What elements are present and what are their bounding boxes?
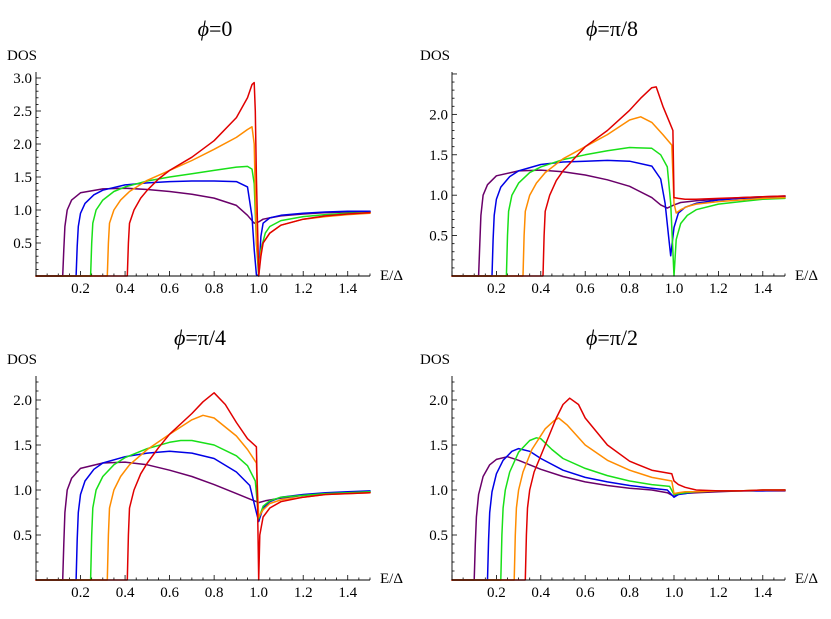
curves (35, 81, 371, 277)
x-tick-label: 1.0 (665, 281, 684, 297)
x-tick-label: 1.2 (294, 585, 313, 601)
y-tick-label: 0.5 (13, 528, 32, 544)
y-tick-label: 2.0 (429, 107, 448, 123)
curve-orange (451, 116, 786, 277)
x-tick-label: 0.8 (205, 281, 224, 297)
y-axis-label: DOS (420, 352, 450, 368)
curve-green (451, 146, 786, 277)
y-axis-label: DOS (420, 48, 450, 64)
x-tick-label: 0.4 (531, 585, 550, 601)
curves (451, 397, 786, 581)
x-tick-label: 1.0 (665, 585, 684, 601)
x-tick-label: 0.8 (620, 585, 639, 601)
x-axis-label: E/Δ (380, 268, 403, 284)
curve-orange (451, 417, 786, 581)
y-tick-label: 1.0 (13, 203, 32, 219)
x-tick-label: 1.4 (338, 585, 357, 601)
curve-green (451, 437, 786, 581)
y-tick-label: 2.0 (429, 393, 448, 409)
y-tick-label: 1.5 (429, 438, 448, 454)
curve-green (35, 439, 371, 581)
x-tick-label: 1.2 (294, 281, 313, 297)
y-tick-label: 0.5 (429, 528, 448, 544)
chart-title: ϕ=π/2 (586, 325, 638, 350)
y-tick-label: 0.5 (13, 236, 32, 252)
curve-blue (35, 450, 371, 581)
curve-red (451, 86, 786, 277)
y-tick-label: 1.5 (429, 148, 448, 164)
y-axis-label: DOS (7, 352, 37, 368)
chart-title: ϕ=π/4 (174, 325, 226, 350)
curve-violet (451, 169, 786, 277)
x-tick-label: 0.2 (487, 281, 506, 297)
y-tick-label: 1.0 (13, 483, 32, 499)
curve-orange (35, 414, 371, 581)
tick-labels: 0.2 0.4 0.6 0.8 1.0 1.2 1.4 0.5 1.0 1.5 2.0 (13, 393, 357, 601)
x-tick-label: 1.2 (709, 585, 728, 601)
y-tick-label: 1.0 (429, 483, 448, 499)
tick-labels: 0.2 0.4 0.6 0.8 1.0 1.2 1.4 0.5 1.0 1.5 2.0 2.5 3.0 (13, 71, 357, 297)
y-tick-label: 3.0 (13, 71, 32, 87)
curve-blue (451, 159, 786, 277)
curve-green (35, 165, 371, 277)
x-tick-label: 0.6 (576, 585, 595, 601)
curve-violet (451, 455, 786, 581)
x-tick-label: 0.8 (205, 585, 224, 601)
y-tick-label: 2.0 (13, 393, 32, 409)
x-tick-label: 1.0 (249, 281, 268, 297)
tick-marks (35, 77, 371, 276)
curves (35, 392, 371, 581)
curve-red (35, 81, 371, 277)
panel-phi-pi-8: ϕ=π/8 DOS E/Δ 0.2 0.4 0.6 0.8 1.0 1.2 1.4 0.5 1.… (420, 16, 818, 297)
x-tick-label: 1.4 (753, 281, 772, 297)
x-tick-label: 0.6 (160, 281, 179, 297)
x-tick-label: 1.4 (338, 281, 357, 297)
curve-red (35, 392, 371, 581)
x-tick-label: 0.4 (116, 281, 135, 297)
curves (451, 86, 786, 277)
x-axis-label: E/Δ (795, 268, 818, 284)
x-tick-label: 0.4 (531, 281, 550, 297)
panel-phi-0: ϕ=0 DOS E/Δ 0.2 0.4 0.6 0.8 1.0 1.2 1.4 0.5 1.0 1… (7, 16, 403, 297)
y-axis-label: DOS (7, 48, 37, 64)
x-tick-label: 0.2 (71, 585, 90, 601)
x-tick-label: 0.6 (160, 585, 179, 601)
x-tick-label: 0.4 (116, 585, 135, 601)
panel-phi-pi-2: ϕ=π/2 DOS E/Δ 0.2 0.4 0.6 0.8 1.0 1.2 1.4 0.5 1.… (420, 325, 818, 601)
y-tick-label: 2.0 (13, 137, 32, 153)
x-tick-label: 1.0 (249, 585, 268, 601)
x-tick-label: 0.6 (576, 281, 595, 297)
chart-title: ϕ=0 (198, 16, 233, 41)
y-tick-label: 2.5 (13, 104, 32, 120)
chart-title: ϕ=π/8 (586, 16, 638, 41)
tick-labels: 0.2 0.4 0.6 0.8 1.0 1.2 1.4 0.5 1.0 1.5 2.0 (429, 393, 772, 601)
x-tick-label: 0.2 (487, 585, 506, 601)
y-tick-label: 1.5 (13, 438, 32, 454)
tick-labels: 0.2 0.4 0.6 0.8 1.0 1.2 1.4 0.5 1.0 1.5 2.0 (429, 107, 772, 297)
x-tick-label: 1.4 (753, 585, 772, 601)
x-tick-label: 0.8 (620, 281, 639, 297)
curve-blue (35, 180, 371, 277)
x-tick-label: 1.2 (709, 281, 728, 297)
x-tick-label: 0.2 (71, 281, 90, 297)
x-axis-label: E/Δ (795, 571, 818, 587)
y-tick-label: 1.0 (429, 188, 448, 204)
curve-red (451, 397, 786, 581)
x-axis-label: E/Δ (380, 571, 403, 587)
y-tick-label: 0.5 (429, 229, 448, 245)
panel-phi-pi-4: ϕ=π/4 DOS E/Δ 0.2 0.4 0.6 0.8 1.0 1.2 1.4 0.5 1.… (7, 325, 403, 601)
y-tick-label: 1.5 (13, 170, 32, 186)
